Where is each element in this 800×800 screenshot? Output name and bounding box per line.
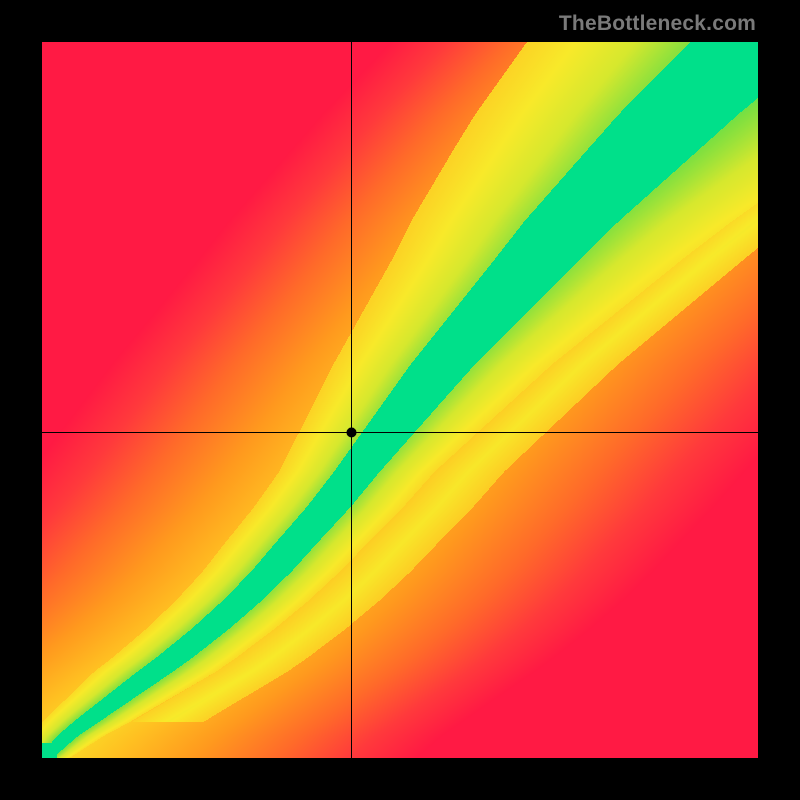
stage: TheBottleneck.com bbox=[0, 0, 800, 800]
bottleneck-heatmap bbox=[42, 42, 758, 758]
watermark-text: TheBottleneck.com bbox=[559, 12, 756, 36]
